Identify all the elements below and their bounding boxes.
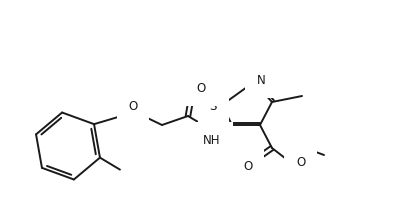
- Text: O: O: [296, 156, 305, 170]
- Text: O: O: [128, 100, 138, 112]
- Text: O: O: [196, 82, 205, 94]
- Text: O: O: [243, 161, 253, 173]
- Text: S: S: [210, 101, 217, 113]
- Text: N: N: [257, 73, 266, 86]
- Text: NH: NH: [203, 133, 221, 146]
